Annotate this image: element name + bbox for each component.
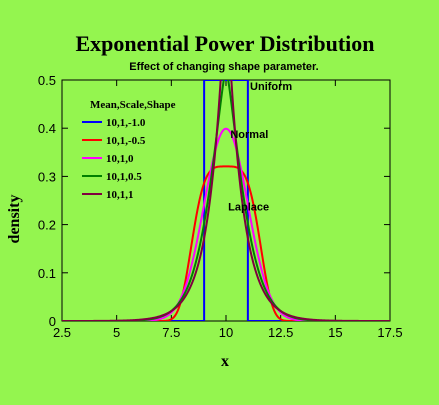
x-tick-label: 12.5 — [268, 325, 293, 340]
series-line-4 — [62, 80, 390, 321]
y-tick-label: 0.4 — [38, 121, 56, 136]
x-axis-label: x — [221, 353, 229, 370]
series-line-2 — [62, 127, 390, 321]
chart-subtitle: Effect of changing shape parameter. — [129, 61, 319, 73]
chart-title: Exponential Power Distribution — [75, 31, 374, 56]
annotation-label: Laplace — [228, 201, 269, 213]
legend-label: 10,1,1 — [106, 189, 134, 201]
y-tick-label: 0 — [49, 314, 56, 329]
x-tick-label: 17.5 — [377, 325, 402, 340]
legend-label: 10,1,-1.0 — [106, 117, 146, 129]
y-tick-label: 0.3 — [38, 169, 56, 184]
x-tick-label: 10 — [219, 325, 233, 340]
y-tick-label: 0.5 — [38, 73, 56, 88]
legend-label: 10,1,-0.5 — [106, 135, 146, 147]
legend-label: 10,1,0.5 — [106, 171, 142, 183]
x-tick-label: 7.5 — [162, 325, 180, 340]
x-tick-label: 5 — [113, 325, 120, 340]
y-axis-label: density — [6, 195, 23, 244]
x-tick-label: 15 — [328, 325, 342, 340]
legend-label: 10,1,0 — [106, 153, 134, 165]
y-tick-label: 0.1 — [38, 266, 56, 281]
legend-title: Mean,Scale,Shape — [90, 99, 176, 111]
plot-area: 2.5 5 7.5 10 12.5 15 17.5 0 0.1 0.2 0.3 0.4 0.5 Unifo… — [38, 73, 403, 340]
x-tick-label: 2.5 — [53, 325, 71, 340]
series-line-1 — [62, 165, 390, 321]
y-tick-label: 0.2 — [38, 218, 56, 233]
annotation-label: Normal — [230, 129, 268, 141]
annotation-label: Uniform — [250, 81, 292, 93]
